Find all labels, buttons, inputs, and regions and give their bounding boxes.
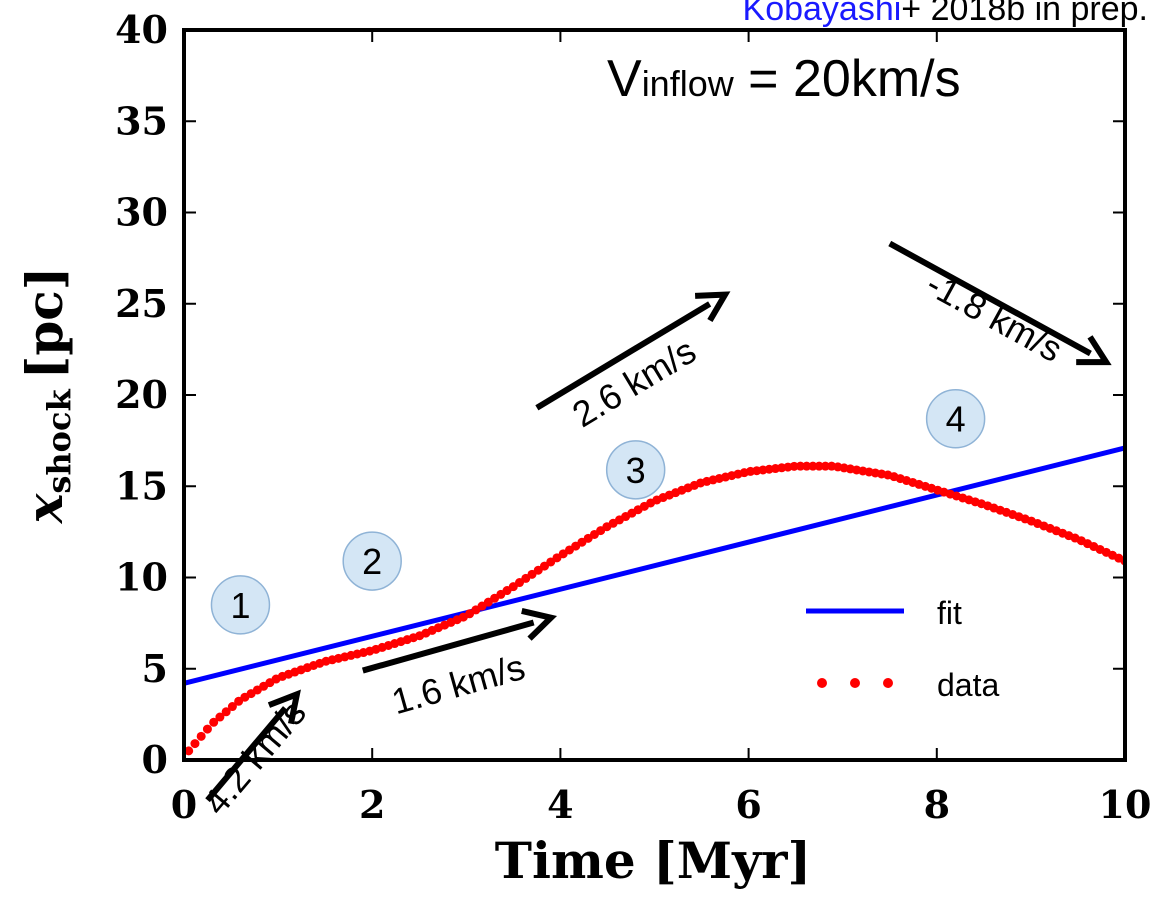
phase-label: 1 — [230, 585, 250, 626]
y-tick-label: 20 — [115, 372, 168, 417]
data-point — [221, 707, 231, 717]
arrow-label: -1.8 km/s — [920, 263, 1070, 370]
x-tick-label: 0 — [171, 782, 197, 827]
x-tick-label: 6 — [735, 782, 761, 827]
x-axis-label: Time [Myr] — [495, 831, 811, 890]
arrow-label: 2.6 km/s — [565, 330, 703, 435]
data-point — [802, 461, 812, 471]
x-tick-label: 4 — [547, 782, 573, 827]
y-tick-label: 0 — [142, 737, 168, 782]
arrow-head — [694, 291, 731, 323]
axis-ticks — [183, 29, 1126, 761]
phase-marker — [925, 388, 986, 449]
data-point — [209, 717, 219, 727]
arrow-shaft — [535, 301, 712, 411]
x-tick-label: 8 — [924, 782, 950, 827]
credit-rest: + 2018b in prep. — [901, 0, 1148, 28]
phase-marker — [605, 440, 666, 500]
y-tick-label: 25 — [115, 281, 168, 326]
legend-data-label: data — [937, 667, 999, 703]
arrow-shaft — [205, 706, 288, 803]
series-fit — [184, 445, 1125, 686]
y-axis-label-unit: [pc] — [15, 267, 74, 380]
y-axis-label-main: x — [15, 492, 74, 524]
phase-label: 4 — [946, 399, 966, 440]
data-point — [202, 724, 212, 734]
data-point — [814, 461, 824, 471]
y-tick-label: 35 — [115, 98, 168, 143]
data-point — [227, 702, 237, 712]
condition-main: V — [607, 50, 642, 108]
credit-name: Kobayashi — [743, 0, 902, 28]
y-axis-label-sub: shock — [40, 388, 78, 493]
data-point — [190, 739, 200, 749]
arrow-head — [521, 608, 558, 641]
data-point — [808, 461, 818, 471]
legend: fit data — [806, 595, 999, 703]
x-tick-label: 2 — [359, 782, 385, 827]
phase-label: 3 — [626, 450, 646, 491]
fit-line — [184, 445, 1125, 686]
condition-label: Vinflow = 20km/s — [607, 50, 961, 108]
phase-label: 2 — [362, 541, 382, 582]
arrow-shaft — [888, 240, 1092, 357]
data-point — [789, 461, 799, 471]
x-tick-label: 10 — [1099, 782, 1152, 827]
velocity-arrows: 4.2 km/s1.6 km/s2.6 km/s-1.8 km/s — [195, 240, 1112, 823]
series-data — [184, 461, 1125, 756]
phase-markers: 1 2 3 4 — [210, 388, 986, 635]
legend-data-dot — [850, 678, 860, 688]
y-tick-label: 5 — [142, 646, 168, 691]
y-tick-label: 15 — [115, 463, 168, 508]
condition-rest: = 20km/s — [734, 50, 961, 108]
data-point — [215, 712, 225, 722]
y-tick-label: 40 — [115, 7, 168, 52]
arrow-shaft — [361, 619, 535, 674]
arrow-head — [1076, 335, 1112, 366]
phase-marker — [342, 531, 402, 591]
axis-tick-labels: 0 2 4 6 8 10 0 5 10 15 20 25 30 35 40 — [115, 7, 1151, 827]
legend-data-dot — [883, 678, 893, 688]
arrow-label: 4.2 km/s — [195, 692, 314, 822]
legend-fit-label: fit — [937, 595, 962, 631]
arrow-head — [267, 689, 301, 725]
legend-data-dot — [817, 678, 827, 688]
condition-sub: inflow — [642, 63, 735, 104]
plot-area — [184, 445, 1125, 756]
y-tick-label: 10 — [115, 555, 168, 600]
y-tick-label: 30 — [115, 190, 168, 235]
data-point — [820, 461, 830, 471]
data-point — [184, 746, 194, 756]
data-point — [196, 731, 206, 741]
credit-line: Kobayashi+ 2018b in prep. — [743, 0, 1148, 28]
y-axis-label: xshock [pc] — [15, 267, 78, 525]
phase-marker — [210, 575, 271, 635]
data-point — [795, 461, 805, 471]
